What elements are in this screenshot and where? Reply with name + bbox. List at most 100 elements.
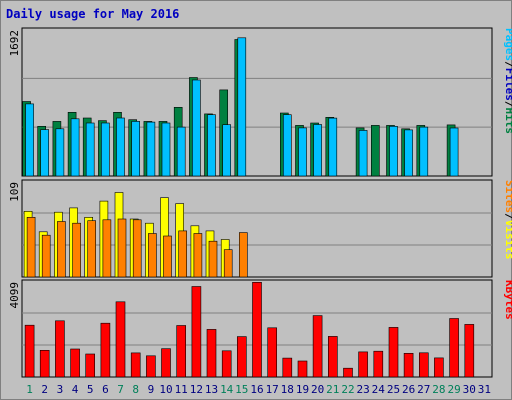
vertical-label-middle: Sites/Visits	[503, 180, 512, 260]
bar-top-files-26	[404, 129, 413, 177]
x-tick-label-20: 20	[311, 383, 324, 396]
bar-bottom-kbytes-15	[237, 336, 247, 378]
bar-bottom-kbytes-27	[418, 352, 429, 378]
bar-bottom-kbytes-23	[358, 351, 368, 378]
y-max-label-top: 1692	[8, 30, 21, 57]
x-tick-label-5: 5	[87, 383, 94, 396]
bar-top-files-13	[207, 114, 216, 177]
bar-bottom-kbytes-19	[297, 360, 308, 378]
x-tick-label-17: 17	[266, 383, 279, 396]
bar-top-files-7	[116, 117, 125, 177]
bar-middle-sites-4	[72, 222, 81, 278]
x-tick-label-29: 29	[447, 383, 460, 396]
bar-top-files-15	[237, 37, 247, 177]
vertical-label-bottom: KBytes	[503, 280, 512, 320]
x-tick-label-6: 6	[102, 383, 109, 396]
bar-bottom-kbytes-3	[55, 320, 65, 378]
x-tick-label-8: 8	[132, 383, 139, 396]
bar-bottom-kbytes-11	[176, 325, 186, 378]
x-tick-label-31: 31	[478, 383, 491, 396]
bar-top-files-21	[328, 117, 338, 177]
bar-bottom-kbytes-25	[388, 327, 399, 378]
bar-bottom-kbytes-10	[161, 348, 171, 378]
bar-bottom-kbytes-16	[252, 281, 262, 378]
x-tick-label-30: 30	[463, 383, 476, 396]
bar-bottom-kbytes-14	[221, 350, 232, 378]
x-tick-label-3: 3	[57, 383, 64, 396]
x-tick-label-10: 10	[159, 383, 172, 396]
bar-bottom-kbytes-30	[464, 324, 475, 378]
x-tick-label-22: 22	[341, 383, 354, 396]
x-tick-label-4: 4	[72, 383, 79, 396]
bar-top-files-2	[40, 129, 50, 177]
x-tick-label-18: 18	[281, 383, 294, 396]
x-tick-label-25: 25	[387, 383, 400, 396]
bar-top-files-8	[131, 121, 140, 177]
bar-middle-sites-12	[193, 233, 203, 278]
bar-top-files-1	[25, 103, 34, 177]
x-tick-label-16: 16	[250, 383, 263, 396]
x-tick-label-21: 21	[326, 383, 339, 396]
x-tick-label-7: 7	[117, 383, 124, 396]
bar-top-files-6	[101, 122, 110, 177]
vertical-label-part: KBytes	[503, 280, 512, 320]
bar-middle-sites-2	[41, 234, 51, 278]
bar-middle-sites-1	[26, 217, 36, 278]
x-tick-label-24: 24	[372, 383, 386, 396]
bar-middle-sites-14	[223, 249, 233, 278]
bar-middle-sites-8	[132, 219, 142, 278]
x-tick-label-1: 1	[26, 383, 33, 396]
bar-bottom-kbytes-1	[24, 324, 35, 378]
bar-bottom-kbytes-22	[343, 367, 353, 378]
bar-bottom-kbytes-2	[39, 349, 50, 378]
bar-top-files-9	[146, 121, 156, 177]
bar-middle-sites-13	[208, 240, 218, 278]
x-tick-label-19: 19	[296, 383, 309, 396]
bar-top-files-27	[419, 126, 429, 177]
bar-bottom-kbytes-6	[100, 322, 111, 378]
bar-top-files-19	[298, 127, 307, 177]
x-tick-label-12: 12	[190, 383, 203, 396]
bar-top-files-5	[85, 122, 95, 177]
bar-middle-sites-9	[148, 233, 157, 278]
bar-bottom-kbytes-21	[327, 336, 338, 378]
vertical-label-part: /	[503, 213, 512, 220]
x-tick-label-23: 23	[356, 383, 369, 396]
bar-middle-sites-10	[163, 235, 172, 278]
bar-bottom-kbytes-26	[403, 352, 414, 378]
x-tick-label-9: 9	[148, 383, 155, 396]
x-tick-label-27: 27	[417, 383, 430, 396]
x-tick-label-13: 13	[205, 383, 218, 396]
bar-middle-sites-3	[57, 221, 66, 278]
vertical-label-part: Sites	[503, 180, 512, 213]
bar-top-files-18	[282, 114, 292, 177]
y-max-label-bottom: 4099	[8, 282, 21, 309]
vertical-label-top: Pages/Files/Hits	[503, 28, 512, 134]
bar-bottom-kbytes-29	[449, 318, 459, 378]
x-tick-label-14: 14	[220, 383, 234, 396]
bar-middle-sites-15	[239, 232, 248, 278]
bar-bottom-kbytes-18	[282, 357, 293, 378]
bar-bottom-kbytes-20	[312, 315, 323, 378]
bar-bottom-kbytes-24	[373, 350, 384, 378]
bar-middle-sites-7	[117, 218, 127, 278]
vertical-label-part: Visits	[503, 220, 512, 260]
bar-top-files-3	[55, 128, 65, 177]
vertical-label-part: Pages	[503, 28, 512, 61]
bar-bottom-kbytes-12	[191, 286, 202, 378]
vertical-label-part: Files	[503, 68, 512, 101]
bar-top-files-29	[449, 127, 459, 177]
bar-top-files-12	[192, 79, 201, 177]
x-tick-label-11: 11	[175, 383, 188, 396]
bar-bottom-kbytes-8	[130, 352, 141, 378]
bar-bottom-kbytes-4	[70, 348, 80, 378]
bar-bottom-kbytes-7	[115, 301, 126, 378]
bar-top-files-4	[70, 118, 80, 177]
x-tick-label-15: 15	[235, 383, 248, 396]
y-max-label-middle: 109	[8, 182, 21, 202]
bar-bottom-kbytes-9	[146, 355, 156, 378]
bar-top-files-25	[389, 126, 398, 177]
chart-title: Daily usage for May 2016	[6, 7, 179, 21]
x-tick-label-26: 26	[402, 383, 415, 396]
